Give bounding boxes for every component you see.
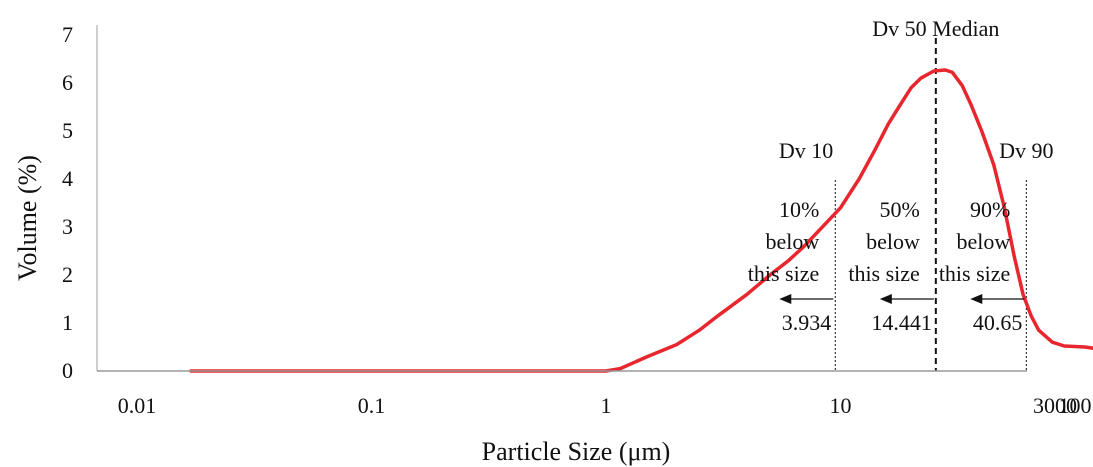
dv10-label-line: below [766, 229, 820, 254]
distribution-curve [189, 68, 1093, 373]
y-tick-label: 3 [62, 214, 73, 239]
dv10-label-line: this size [748, 261, 820, 286]
dv50-value: 14.441 [871, 310, 932, 335]
distribution-curve-group [189, 68, 1093, 373]
y-tick-label: 5 [62, 118, 73, 143]
y-tick-label: 6 [62, 70, 73, 95]
x-tick-label: 0.1 [358, 393, 386, 418]
dv50-label-line: below [866, 229, 920, 254]
y-tick-label: 2 [62, 262, 73, 287]
dv50-label-line: this size [848, 261, 920, 286]
x-tick-label: 3000 [1033, 393, 1077, 418]
percentile-marker-lines [834, 38, 1027, 371]
dv90-title: Dv 90 [999, 138, 1053, 163]
y-tick-label: 7 [62, 22, 73, 47]
x-tick-label: 1 [601, 393, 612, 418]
dv10-value: 3.934 [782, 310, 832, 335]
y-tick-label: 1 [62, 310, 73, 335]
x-axis-title: Particle Size (μm) [482, 437, 671, 466]
dv10-title: Dv 10 [779, 138, 833, 163]
dv10-arrow-head [779, 294, 792, 304]
axes [96, 25, 1027, 372]
dv90-value: 40.65 [973, 310, 1023, 335]
dv10-label-line: 10% [779, 197, 819, 222]
dv50-title: Dv 50 Median [872, 16, 999, 41]
y-axis-title: Volume (%) [13, 155, 42, 281]
y-tick-label: 4 [62, 166, 73, 191]
dv90-arrow-head [970, 294, 983, 304]
y-tick-labels: 0 1 2 3 4 5 6 7 [62, 22, 73, 383]
percentile-annotations: Dv 10 10% below this size 3.934 Dv 50 Median 5… [748, 16, 1054, 335]
dv90-label-line: below [957, 229, 1011, 254]
dv90-label-line: this size [939, 261, 1011, 286]
dv50-arrow-head [879, 294, 892, 304]
x-tick-label: 100 [1059, 393, 1092, 418]
y-tick-label: 0 [62, 358, 73, 383]
dv50-label-line: 50% [880, 197, 920, 222]
x-tick-label: 10 [830, 393, 852, 418]
dv90-label-line: 90% [970, 197, 1010, 222]
x-tick-label: 0.01 [118, 393, 157, 418]
x-tick-labels: 0.010.111010010003000 [118, 393, 1092, 418]
